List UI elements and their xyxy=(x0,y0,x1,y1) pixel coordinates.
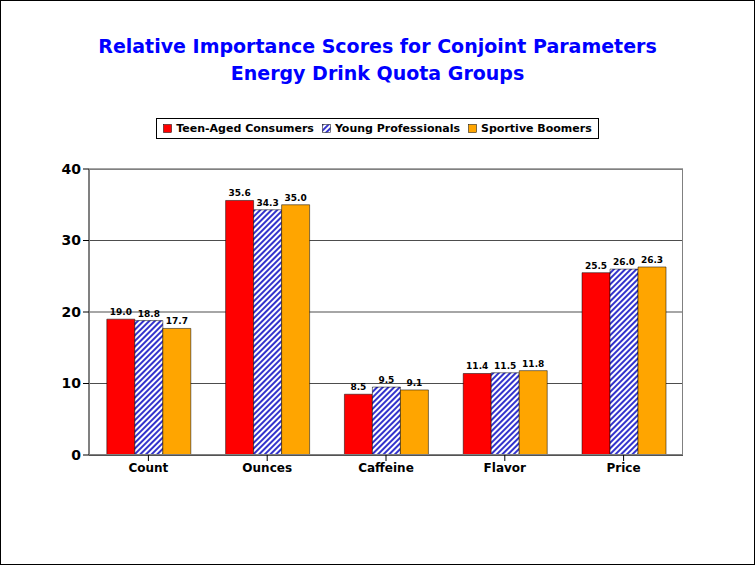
svg-text:34.3: 34.3 xyxy=(257,198,279,208)
svg-text:40: 40 xyxy=(62,161,82,177)
svg-text:35.6: 35.6 xyxy=(229,188,251,198)
svg-text:11.8: 11.8 xyxy=(522,359,544,369)
svg-text:17.7: 17.7 xyxy=(166,316,188,326)
html-text:Relative Importance Scores for: Relative Importance Scores for Conjoint … xyxy=(98,35,657,57)
svg-text:35.0: 35.0 xyxy=(285,193,307,203)
html-text:Sportive Boomers: Sportive Boomers xyxy=(481,122,592,135)
svg-text:9.1: 9.1 xyxy=(406,378,422,388)
html-text:Young Professionals: Young Professionals xyxy=(334,122,461,135)
svg-text:19.0: 19.0 xyxy=(110,307,132,317)
svg-text:25.5: 25.5 xyxy=(585,261,607,271)
svg-text:30: 30 xyxy=(62,232,82,248)
svg-text:Caffeine: Caffeine xyxy=(358,461,414,475)
svg-text:Flavor: Flavor xyxy=(484,461,526,475)
svg-text:9.5: 9.5 xyxy=(378,375,394,385)
svg-text:11.4: 11.4 xyxy=(466,361,488,371)
svg-text:26.0: 26.0 xyxy=(613,257,635,267)
svg-text:20: 20 xyxy=(62,304,82,320)
svg-text:11.5: 11.5 xyxy=(494,361,516,371)
svg-text:Price: Price xyxy=(607,461,641,475)
svg-text:0: 0 xyxy=(71,447,81,463)
svg-text:Ounces: Ounces xyxy=(242,461,292,475)
svg-text:10: 10 xyxy=(62,375,82,391)
svg-text:Count: Count xyxy=(128,461,168,475)
svg-text:26.3: 26.3 xyxy=(641,255,663,265)
html-text:Teen-Aged Consumers: Teen-Aged Consumers xyxy=(176,122,314,135)
svg-text:8.5: 8.5 xyxy=(350,382,366,392)
svg-text:18.8: 18.8 xyxy=(138,309,160,319)
html-text:Energy Drink Quota Groups: Energy Drink Quota Groups xyxy=(230,62,525,84)
